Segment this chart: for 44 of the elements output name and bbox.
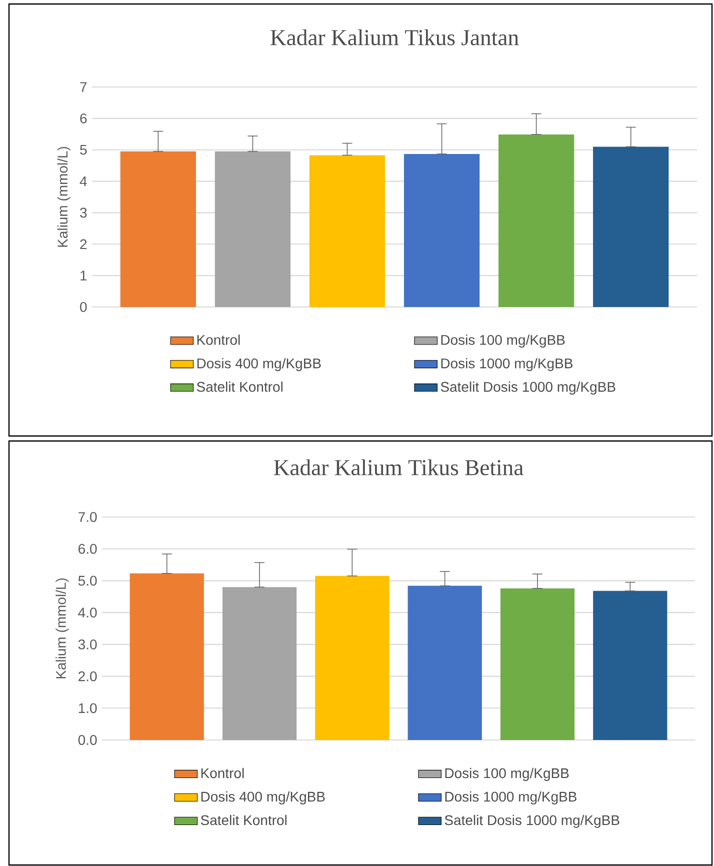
y-tick-label: 6.0 — [78, 544, 97, 554]
y-tick-label: 2 — [80, 239, 87, 250]
y-tick-label: 4 — [80, 176, 87, 186]
bar — [593, 146, 669, 307]
y-tick-label: 2.0 — [78, 671, 97, 682]
legend-label: Kontrol — [201, 768, 244, 778]
y-tick-label: 5.0 — [78, 576, 97, 586]
y-tick-label: 6 — [80, 113, 87, 124]
y-tick-label: 7 — [80, 82, 87, 92]
legend-label: Dosis 1000 mg/KgBB — [445, 791, 576, 804]
y-tick-label: 7.0 — [78, 512, 97, 522]
bar — [315, 576, 390, 740]
legend-label: Satelit Kontrol — [200, 814, 286, 826]
legend-label: Dosis 100 mg/KgBB — [441, 334, 565, 348]
legend-label: Dosis 400 mg/KgBB — [201, 791, 325, 804]
legend-label: Dosis 100 mg/KgBB — [445, 768, 569, 781]
y-tick-label: 1.0 — [78, 703, 97, 714]
chart-title: Kadar Kalium Tikus Betina — [274, 459, 524, 476]
y-tick-label: 0.0 — [78, 735, 97, 745]
legend-label: Kontrol — [197, 334, 240, 345]
bar — [120, 151, 196, 307]
bar — [498, 134, 574, 307]
y-axis-title: Kalium (mmol/L) — [56, 578, 69, 678]
legend-label: Dosis 1000 mg/KgBB — [441, 358, 572, 372]
chart-title: Kadar Kalium Tikus Jantan — [270, 29, 519, 46]
y-tick-label: 0 — [80, 302, 87, 312]
legend-label: Dosis 400 mg/KgBB — [197, 358, 321, 372]
bar — [593, 590, 668, 740]
y-axis-title: Kalium (mmol/L) — [57, 146, 70, 247]
bar — [500, 588, 575, 740]
legend-label: Satelit Kontrol — [196, 382, 282, 392]
y-tick-label: 1 — [80, 270, 87, 280]
bar — [404, 154, 480, 307]
bar — [408, 586, 482, 740]
y-tick-label: 4.0 — [78, 608, 97, 618]
legend-label: Satelit Dosis 1000 mg/KgBB — [440, 382, 616, 395]
bar — [130, 573, 204, 740]
bar — [309, 155, 386, 307]
y-tick-label: 3.0 — [78, 639, 97, 650]
legend-label: Satelit Dosis 1000 mg/KgBB — [444, 814, 620, 828]
y-tick-label: 3 — [80, 208, 87, 218]
bar — [214, 151, 291, 307]
bar — [222, 587, 297, 740]
y-tick-label: 5 — [80, 144, 87, 155]
